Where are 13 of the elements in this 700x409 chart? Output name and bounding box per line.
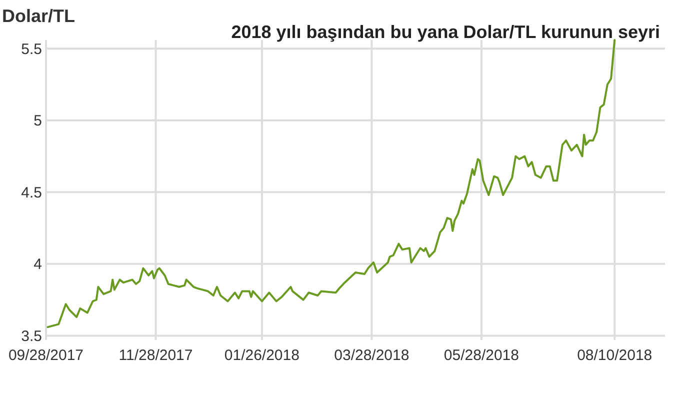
- x-tick-label: 05/28/2018: [444, 347, 519, 364]
- chart-title: 2018 yılı başından bu yana Dolar/TL kurunun seyri: [231, 22, 660, 42]
- y-tick-label: 4.5: [21, 184, 42, 202]
- y-axis-title: Dolar/TL: [2, 6, 76, 26]
- y-tick-label: 4: [34, 256, 42, 274]
- x-tick-label: 01/26/2018: [224, 347, 300, 364]
- x-tick-label: 08/10/2018: [577, 347, 652, 364]
- y-tick-label: 5: [34, 112, 42, 130]
- y-tick-label: 5.5: [21, 40, 42, 58]
- x-tick-label: 11/28/2017: [118, 347, 193, 364]
- y-tick-label: 3.5: [21, 328, 42, 345]
- x-tick-label: 09/28/2017: [8, 347, 84, 364]
- x-tick-label: 03/28/2018: [334, 347, 410, 364]
